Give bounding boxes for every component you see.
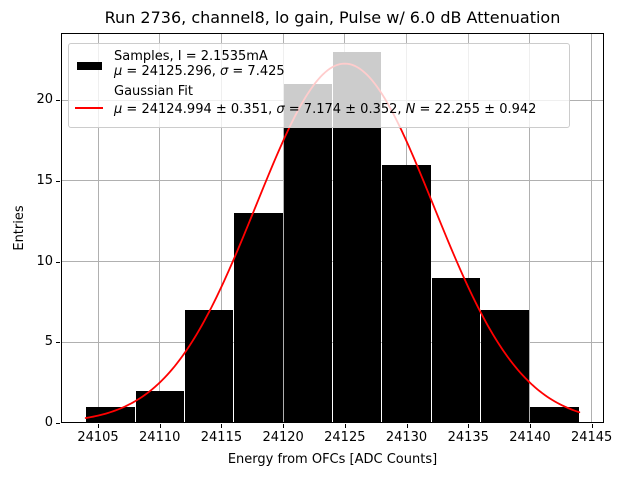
histogram-bar xyxy=(86,406,135,423)
histogram-bar xyxy=(530,406,579,423)
gridline-y xyxy=(61,180,604,182)
histogram-bar xyxy=(234,213,283,423)
x-tick-label: 24105 xyxy=(77,430,119,445)
legend-fit-stats: μ = 24124.994 ± 0.351, σ = 7.174 ± 0.352… xyxy=(114,102,537,117)
gridline-x xyxy=(591,33,593,423)
x-tick-label: 24110 xyxy=(139,430,181,445)
x-tick-label: 24115 xyxy=(200,430,243,445)
x-tick-label: 24135 xyxy=(447,430,489,445)
y-tick-label: 20 xyxy=(36,92,53,108)
gridline-x xyxy=(282,33,284,423)
y-tick-mark xyxy=(56,342,60,344)
histogram-bar xyxy=(184,309,234,423)
y-tick-label: 0 xyxy=(44,415,53,430)
chart-title: Run 2736, channel8, lo gain, Pulse w/ 6.… xyxy=(104,8,561,27)
histogram-bar xyxy=(283,83,332,423)
gridline-x xyxy=(529,33,531,423)
y-tick-mark xyxy=(56,100,60,102)
fit-line-swatch xyxy=(75,107,103,109)
x-tick-mark xyxy=(98,424,100,428)
gridline-y xyxy=(61,341,604,343)
x-tick-label: 24140 xyxy=(509,430,551,445)
gridline-x xyxy=(159,33,161,423)
y-tick-mark xyxy=(56,180,60,182)
samples-swatch xyxy=(77,62,102,70)
plot-area: Samples, I = 2.1535mA μ = 24125.296, σ =… xyxy=(61,33,604,423)
legend-samples-label: Samples, I = 2.1535mA xyxy=(114,49,268,64)
y-tick-mark xyxy=(56,261,60,263)
x-tick-label: 24145 xyxy=(570,430,613,445)
x-tick-label: 24125 xyxy=(324,430,366,445)
y-tick-label: 10 xyxy=(36,253,53,269)
x-tick-mark xyxy=(591,424,593,428)
x-tick-mark xyxy=(529,424,531,428)
y-tick-mark xyxy=(56,423,60,424)
gridline-y xyxy=(61,261,604,262)
y-tick-label: 15 xyxy=(36,172,53,188)
x-tick-mark xyxy=(221,424,223,428)
gridline-x xyxy=(467,33,469,423)
gridline-x xyxy=(220,33,222,423)
legend-samples-stats: μ = 24125.296, σ = 7.425 xyxy=(114,64,285,79)
x-tick-mark xyxy=(344,424,346,428)
gridline-x xyxy=(97,33,99,423)
y-tick-label: 5 xyxy=(44,334,53,350)
x-axis-label: Energy from OFCs [ADC Counts] xyxy=(227,452,438,467)
y-axis-label: Entries xyxy=(12,205,27,251)
x-tick-mark xyxy=(283,424,285,428)
x-tick-mark xyxy=(159,424,161,428)
histogram-bar xyxy=(431,277,481,423)
histogram-bar xyxy=(382,164,431,423)
legend-fit-label: Gaussian Fit xyxy=(114,84,194,99)
x-tick-mark xyxy=(406,424,408,428)
x-tick-label: 24130 xyxy=(385,430,428,445)
x-tick-label: 24120 xyxy=(262,430,304,445)
legend: Samples, I = 2.1535mA μ = 24125.296, σ =… xyxy=(68,43,570,128)
x-tick-mark xyxy=(468,424,470,428)
